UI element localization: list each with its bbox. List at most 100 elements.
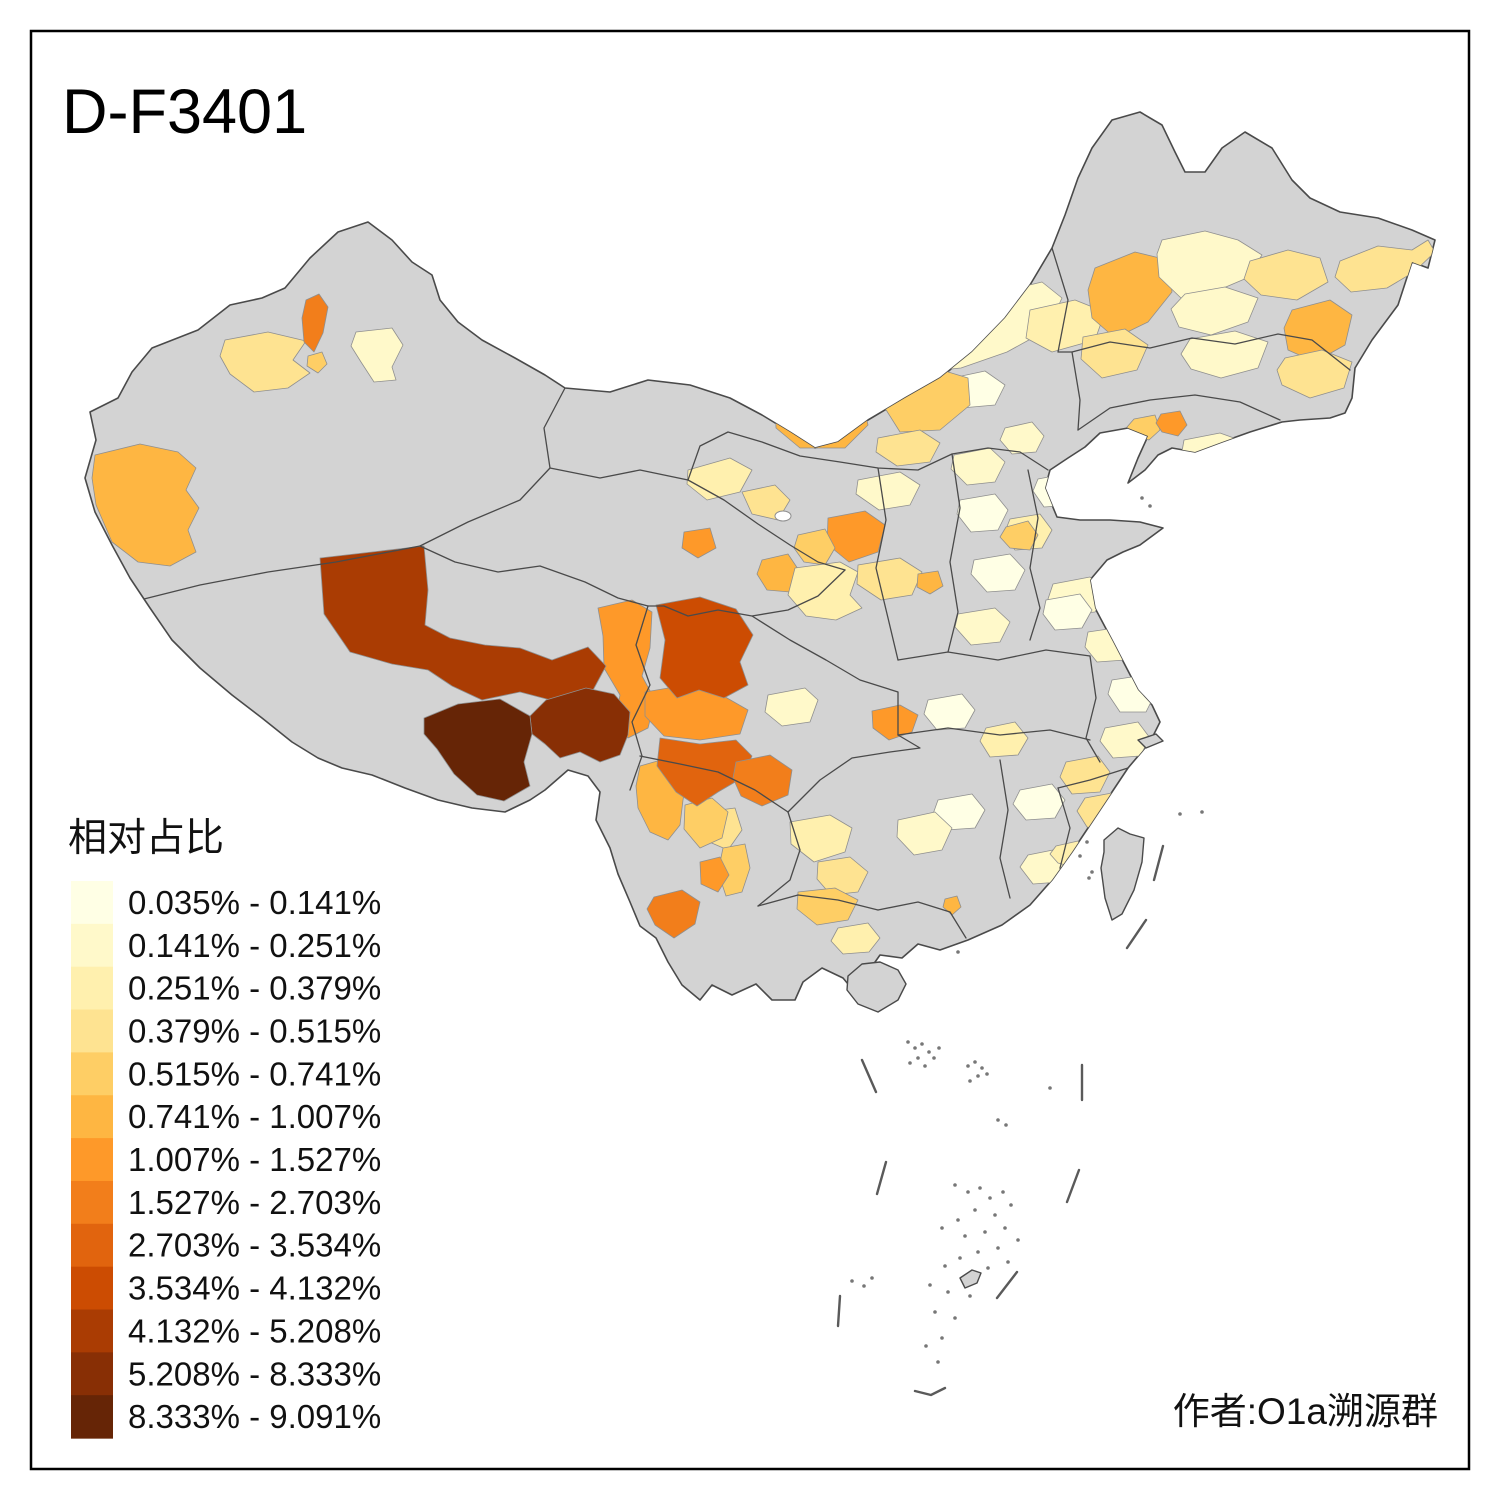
nine-dash-line — [836, 844, 1165, 1397]
island-dot — [924, 1344, 928, 1348]
island-dot — [908, 1061, 912, 1065]
island-dot — [1085, 840, 1089, 844]
island-dot — [956, 1218, 960, 1222]
island-dot — [940, 1226, 944, 1230]
island-dot — [1200, 810, 1204, 814]
province-border — [549, 467, 846, 571]
region-changchun — [1180, 330, 1269, 379]
region-heihe-band — [1156, 230, 1263, 299]
province-border — [947, 453, 961, 653]
island-dot — [906, 1040, 910, 1044]
island-dot — [1004, 1123, 1008, 1127]
region-anhui-north — [1042, 593, 1093, 631]
island-dot — [953, 1316, 957, 1320]
island-dot — [973, 1208, 977, 1212]
region-xinjiang-karamay — [301, 293, 329, 353]
region-qiandongnan — [816, 856, 869, 896]
legend-swatch-2 — [71, 923, 113, 968]
province-border — [687, 431, 1049, 481]
island-dot — [985, 1072, 989, 1076]
legend-swatch-4 — [71, 1009, 113, 1053]
region-datong — [875, 429, 941, 467]
legend-label-5: 0.515% - 0.741% — [128, 1055, 381, 1092]
legend-label-8: 1.527% - 2.703% — [128, 1184, 381, 1221]
region-tianshui — [856, 557, 923, 601]
region-beijing-pale — [999, 421, 1045, 455]
province-border — [647, 569, 846, 617]
island-dot — [993, 1213, 997, 1217]
island-dot — [933, 1310, 937, 1314]
legend-swatch-6 — [71, 1095, 113, 1139]
region-zhaotong — [732, 754, 793, 807]
hainan-island — [846, 961, 907, 1013]
islands — [846, 733, 1164, 1289]
legend-swatch-1 — [71, 881, 113, 925]
region-xiangyang — [923, 693, 976, 731]
region-garze-aba — [655, 596, 754, 699]
island-dot — [946, 1290, 950, 1294]
region-zhengzhou — [954, 607, 1011, 646]
region-sanjiang — [1334, 239, 1435, 293]
legend-label-6: 0.741% - 1.007% — [128, 1098, 381, 1135]
island-dot — [916, 1056, 920, 1060]
region-tongren — [896, 811, 953, 856]
region-pearl-delta — [942, 895, 962, 916]
region-yichun — [1243, 249, 1329, 301]
island-dot — [1006, 1260, 1010, 1264]
legend-label-13: 8.333% - 9.091% — [128, 1398, 381, 1435]
island-dot — [983, 1230, 987, 1234]
region-zunyi — [789, 814, 853, 863]
dash-segment — [1065, 1168, 1081, 1204]
dash-segment — [836, 1294, 842, 1328]
island-dot — [913, 1046, 917, 1050]
region-guyuan — [916, 570, 944, 595]
legend-label-11: 4.132% - 5.208% — [128, 1312, 381, 1349]
island-dot — [943, 1264, 947, 1268]
province-border — [999, 759, 1011, 899]
province-border — [1027, 469, 1041, 641]
region-jiuquan — [686, 457, 753, 501]
region-fushun — [1155, 410, 1188, 437]
island-dot — [958, 1256, 962, 1260]
legend-title: 相对占比 — [68, 817, 224, 860]
island-dot — [927, 1050, 931, 1054]
region-tibet-north — [319, 545, 607, 703]
province-border — [1051, 247, 1081, 431]
region-wuwei — [681, 527, 717, 559]
region-xingan — [1080, 328, 1149, 379]
region-xinjiang-kizilsu — [91, 443, 200, 567]
province-border — [1085, 655, 1101, 763]
region-honghe — [699, 856, 730, 893]
legend-swatch-10 — [71, 1266, 113, 1311]
island-dot — [963, 1234, 967, 1238]
island-dot — [923, 1064, 927, 1068]
region-nanchang — [1012, 783, 1066, 821]
legend-swatch-3 — [71, 966, 113, 1011]
region-qiqihar — [1087, 251, 1173, 339]
region-zhangye — [741, 484, 791, 521]
page-title: D-F3401 — [62, 77, 307, 147]
island-dot — [956, 950, 960, 954]
chongming-island — [1137, 733, 1164, 749]
island-dot — [850, 1279, 854, 1283]
legend-swatch-12 — [71, 1352, 113, 1396]
attribution-text: 作者:O1a溯源群 — [1173, 1391, 1438, 1432]
legend-label-1: 0.035% - 0.141% — [128, 884, 381, 921]
region-liangshan — [656, 737, 753, 807]
island-dot — [966, 1190, 970, 1194]
dash-segment — [995, 1270, 1019, 1300]
legend-swatch-13 — [71, 1395, 113, 1439]
province-border — [757, 894, 879, 911]
island-dot — [920, 1042, 924, 1046]
island-dot — [937, 1046, 941, 1050]
island-dot — [1178, 812, 1182, 816]
legend-label-4: 0.379% - 0.515% — [128, 1012, 381, 1049]
region-tangshan — [999, 520, 1039, 551]
legend-swatch-11 — [71, 1309, 113, 1353]
region-lhasa-shannan — [529, 687, 631, 763]
region-anyang — [970, 553, 1026, 593]
province-border — [1071, 333, 1351, 371]
island-dot — [1016, 1238, 1020, 1242]
province-border — [639, 755, 789, 813]
island-dot — [1048, 1086, 1052, 1090]
